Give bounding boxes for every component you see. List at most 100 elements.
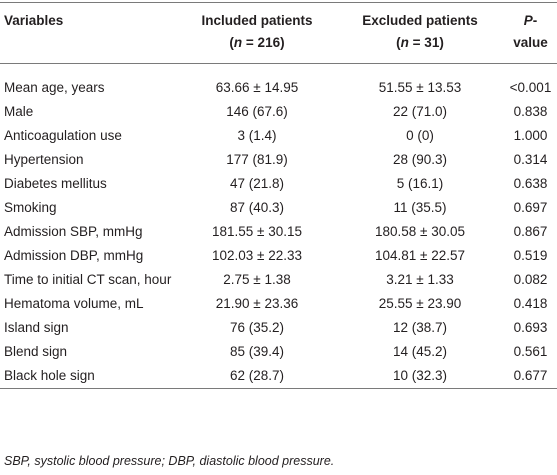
- footnote: SBP, systolic blood pressure; DBP, diast…: [4, 454, 335, 468]
- header-text: Variables: [4, 13, 64, 28]
- table-cell: 12 (38.7): [336, 316, 504, 340]
- cell-value: 0.418: [513, 296, 548, 311]
- header-cell: Included patients (n = 216): [178, 3, 336, 64]
- table-row: Mean age, years 63.66 ± 14.95 51.55 ± 13.5…: [0, 64, 557, 101]
- cell-value: 62 (28.7): [229, 368, 285, 383]
- cell-value: 0.561: [513, 344, 548, 359]
- cell-value: 63.66 ± 14.95: [215, 80, 299, 95]
- table-cell: 146 (67.6): [178, 100, 336, 124]
- table-cell: Island sign: [0, 316, 178, 340]
- table-cell: 63.66 ± 14.95: [178, 64, 336, 101]
- table-row: Male 146 (67.6) 22 (71.0) 0.838: [0, 100, 557, 124]
- cell-value: 3.21 ± 1.33: [386, 272, 454, 287]
- data-table: Variables Included patients (n = 216) Exc…: [0, 2, 557, 389]
- row-label: Anticoagulation use: [4, 128, 122, 143]
- row-label: Time to initial CT scan, hour: [4, 272, 172, 287]
- table-header: Variables Included patients (n = 216) Exc…: [0, 2, 557, 64]
- table-cell: 62 (28.7): [178, 364, 336, 389]
- table-cell: Black hole sign: [0, 364, 178, 389]
- table-row: Anticoagulation use 3 (1.4) 0 (0) 1.000: [0, 124, 557, 148]
- header-text: Included patients: [201, 13, 313, 28]
- table-cell: 0.314: [504, 148, 557, 172]
- cell-value: 22 (71.0): [392, 104, 448, 119]
- table-cell: 0.638: [504, 172, 557, 196]
- cell-value: 5 (16.1): [396, 176, 444, 191]
- table-cell: Blend sign: [0, 340, 178, 364]
- header-text: = 31): [408, 35, 444, 50]
- cell-value: 14 (45.2): [392, 344, 448, 359]
- table-cell: 87 (40.3): [178, 196, 336, 220]
- table-cell: 104.81 ± 22.57: [336, 244, 504, 268]
- table-row: Hematoma volume, mL 21.90 ± 23.36 25.55 ± …: [0, 292, 557, 316]
- table-cell: 28 (90.3): [336, 148, 504, 172]
- cell-value: 2.75 ± 1.38: [223, 272, 291, 287]
- header-cell: P-value: [504, 3, 557, 64]
- table-row: Diabetes mellitus 47 (21.8) 5 (16.1) 0.638: [0, 172, 557, 196]
- table-cell: 0.519: [504, 244, 557, 268]
- table-body: Mean age, years 63.66 ± 14.95 51.55 ± 13.5…: [0, 64, 557, 389]
- table-row: Smoking 87 (40.3) 11 (35.5) 0.697: [0, 196, 557, 220]
- table-cell: 5 (16.1): [336, 172, 504, 196]
- header-cell: Variables: [0, 3, 178, 64]
- table-cell: 47 (21.8): [178, 172, 336, 196]
- table-cell: Smoking: [0, 196, 178, 220]
- cell-value: 180.58 ± 30.05: [375, 224, 465, 239]
- row-label: Admission SBP, mmHg: [4, 224, 143, 239]
- table-cell: 0.838: [504, 100, 557, 124]
- header-text: n: [233, 35, 243, 50]
- cell-value: 10 (32.3): [392, 368, 448, 383]
- header-text: P: [523, 13, 533, 28]
- header-row: Variables Included patients (n = 216) Exc…: [0, 2, 557, 64]
- cell-value: 11 (35.5): [393, 200, 447, 215]
- cell-value: 104.81 ± 22.57: [375, 248, 465, 263]
- cell-value: 0.693: [513, 320, 548, 335]
- cell-value: 12 (38.7): [392, 320, 448, 335]
- cell-value: 0 (0): [406, 128, 434, 143]
- table-cell: Hypertension: [0, 148, 178, 172]
- cell-value: 28 (90.3): [392, 152, 448, 167]
- table-cell: 180.58 ± 30.05: [336, 220, 504, 244]
- cell-value: 1.000: [513, 128, 548, 143]
- cell-value: 102.03 ± 22.33: [212, 248, 302, 263]
- table-row: Black hole sign 62 (28.7) 10 (32.3) 0.677: [0, 364, 557, 389]
- header-text: (: [396, 35, 401, 50]
- table-cell: 0.867: [504, 220, 557, 244]
- cell-value: 25.55 ± 23.90: [378, 296, 462, 311]
- table-cell: Diabetes mellitus: [0, 172, 178, 196]
- table-cell: <0.001: [504, 64, 557, 101]
- cell-value: 0.638: [513, 176, 548, 191]
- row-label: Island sign: [4, 320, 69, 335]
- cell-value: 3 (1.4): [237, 128, 277, 143]
- cell-value: <0.001: [509, 80, 552, 95]
- header-text: -value: [513, 13, 548, 50]
- row-label: Admission DBP, mmHg: [4, 248, 144, 263]
- table-cell: 0.697: [504, 196, 557, 220]
- header-text: n: [400, 35, 409, 50]
- table-row: Hypertension 177 (81.9) 28 (90.3) 0.314: [0, 148, 557, 172]
- table-cell: 0.561: [504, 340, 557, 364]
- cell-value: 0.314: [513, 152, 548, 167]
- table-cell: Mean age, years: [0, 64, 178, 101]
- table-row: Island sign 76 (35.2) 12 (38.7) 0.693: [0, 316, 557, 340]
- cell-value: 177 (81.9): [226, 152, 288, 167]
- cell-value: 47 (21.8): [229, 176, 285, 191]
- table-cell: 10 (32.3): [336, 364, 504, 389]
- table-cell: 51.55 ± 13.53: [336, 64, 504, 101]
- row-label: Smoking: [4, 200, 57, 215]
- table-row: Blend sign 85 (39.4) 14 (45.2) 0.561: [0, 340, 557, 364]
- row-label: Diabetes mellitus: [4, 176, 107, 191]
- table-cell: 102.03 ± 22.33: [178, 244, 336, 268]
- table-row: Time to initial CT scan, hour 2.75 ± 1.38…: [0, 268, 557, 292]
- cell-value: 51.55 ± 13.53: [378, 80, 462, 95]
- table-cell: 0 (0): [336, 124, 504, 148]
- table-cell: Male: [0, 100, 178, 124]
- table-cell: Hematoma volume, mL: [0, 292, 178, 316]
- header-cell: Excluded patients (n = 31): [336, 3, 504, 64]
- cell-value: 0.677: [513, 368, 548, 383]
- table-row: Admission DBP, mmHg 102.03 ± 22.33 104.81 …: [0, 244, 557, 268]
- table-cell: Anticoagulation use: [0, 124, 178, 148]
- table-cell: Time to initial CT scan, hour: [0, 268, 178, 292]
- cell-value: 181.55 ± 30.15: [212, 224, 302, 239]
- table-cell: 85 (39.4): [178, 340, 336, 364]
- cell-value: 0.697: [513, 200, 548, 215]
